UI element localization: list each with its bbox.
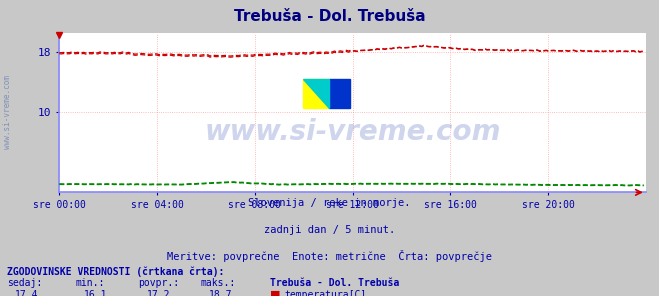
FancyBboxPatch shape bbox=[302, 79, 329, 108]
Text: 18,7: 18,7 bbox=[209, 290, 233, 296]
Text: temperatura[C]: temperatura[C] bbox=[285, 290, 367, 296]
Text: Slovenija / reke in morje.: Slovenija / reke in morje. bbox=[248, 198, 411, 208]
Text: povpr.:: povpr.: bbox=[138, 278, 179, 288]
Text: zadnji dan / 5 minut.: zadnji dan / 5 minut. bbox=[264, 225, 395, 235]
Text: 17,4: 17,4 bbox=[14, 290, 38, 296]
Text: Trebuša - Dol. Trebuša: Trebuša - Dol. Trebuša bbox=[270, 278, 399, 288]
Text: Trebuša - Dol. Trebuša: Trebuša - Dol. Trebuša bbox=[234, 9, 425, 24]
Text: maks.:: maks.: bbox=[201, 278, 236, 288]
Text: 16,1: 16,1 bbox=[84, 290, 107, 296]
Text: ■: ■ bbox=[270, 290, 281, 296]
Text: min.:: min.: bbox=[76, 278, 105, 288]
FancyBboxPatch shape bbox=[329, 79, 350, 108]
Text: Meritve: povprečne  Enote: metrične  Črta: povprečje: Meritve: povprečne Enote: metrične Črta:… bbox=[167, 250, 492, 262]
Polygon shape bbox=[302, 79, 329, 108]
Text: sedaj:: sedaj: bbox=[7, 278, 42, 288]
Text: www.si-vreme.com: www.si-vreme.com bbox=[204, 118, 501, 146]
Text: 17,2: 17,2 bbox=[146, 290, 170, 296]
Text: www.si-vreme.com: www.si-vreme.com bbox=[3, 75, 13, 149]
Text: ZGODOVINSKE VREDNOSTI (črtkana črta):: ZGODOVINSKE VREDNOSTI (črtkana črta): bbox=[7, 266, 224, 277]
